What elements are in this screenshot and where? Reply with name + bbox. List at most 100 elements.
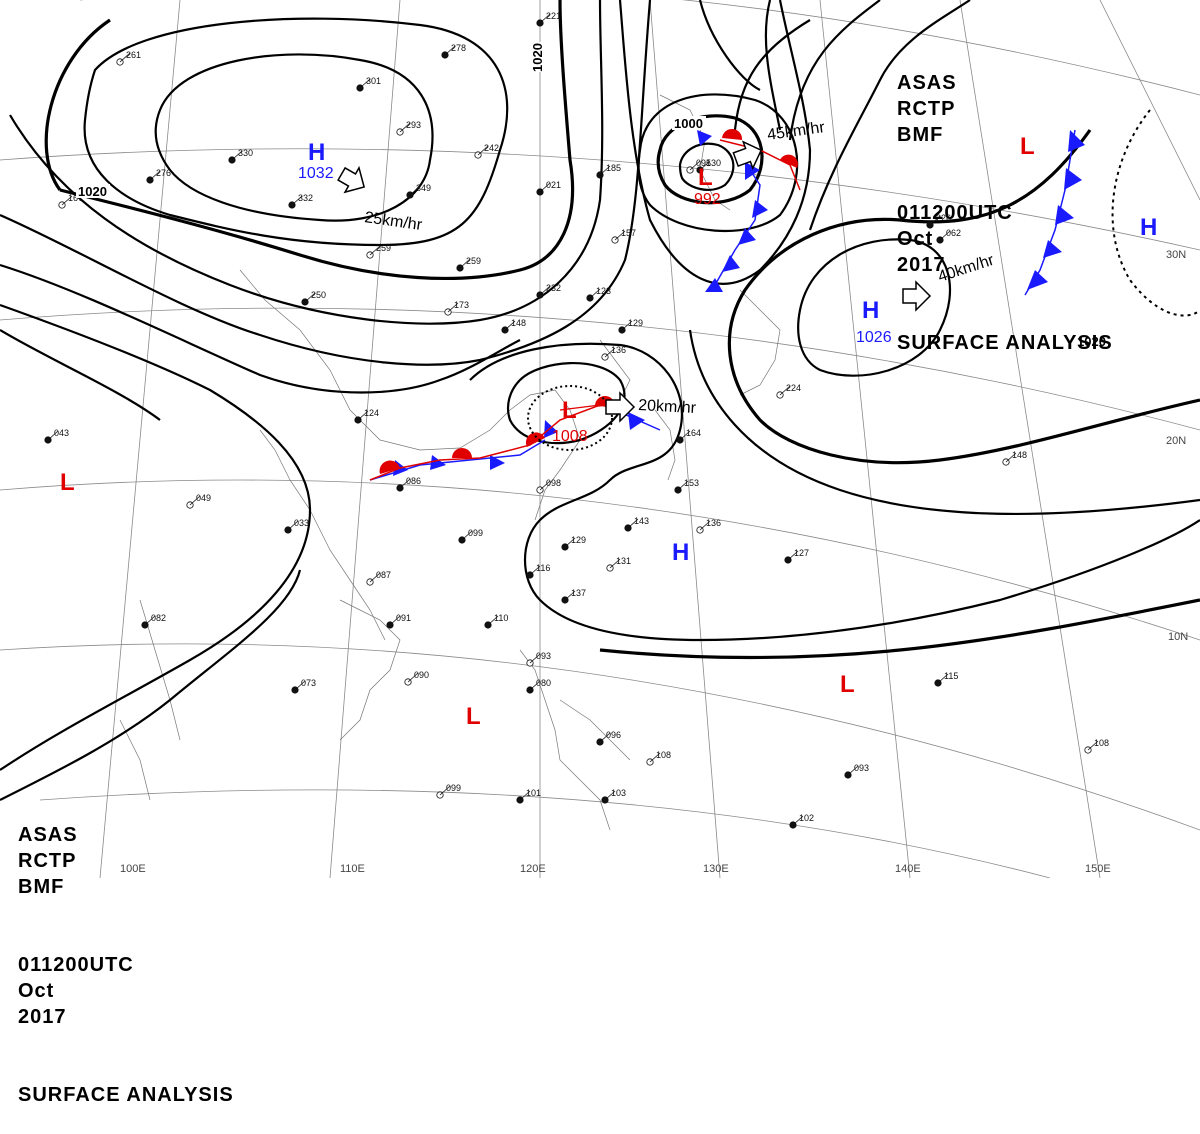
wind-barb <box>847 765 859 776</box>
station-pressure-label: 330 <box>238 148 253 158</box>
wind-barb <box>937 673 949 684</box>
wind-barb <box>929 215 941 226</box>
wind-barb <box>539 13 551 24</box>
lon-label: 110E <box>340 863 365 875</box>
low-center-value: 1008 <box>552 428 588 445</box>
wind-barb <box>409 185 421 196</box>
wind-barb <box>399 478 411 489</box>
wind-barb <box>399 122 411 133</box>
station-pressure-label: 259 <box>376 243 391 253</box>
cold-front-triangle <box>430 455 446 470</box>
isobar-label: 1020 <box>530 43 545 72</box>
wind-barb <box>461 530 473 541</box>
wind-barb <box>609 558 621 569</box>
wind-barb <box>564 590 576 601</box>
station-pressure-label: 082 <box>151 613 166 623</box>
station-pressure-label: 123 <box>596 286 611 296</box>
cold-front-triangle <box>1043 240 1062 258</box>
high-center: H <box>672 539 689 566</box>
station-pressure-label: 033 <box>294 518 309 528</box>
wind-barb <box>679 430 691 441</box>
isobar <box>0 303 312 771</box>
isobar <box>797 238 952 377</box>
cold-front-triangle <box>628 412 645 430</box>
isobar <box>0 0 652 366</box>
low-1008-ring <box>527 385 613 451</box>
motion-label: 45km/hr <box>766 119 826 144</box>
station-pressure-label: 093 <box>854 763 869 773</box>
station-pressure-label: 096 <box>606 730 621 740</box>
isobar <box>678 142 735 191</box>
station-pressure-label: 086 <box>406 476 421 486</box>
cold-front-triangle <box>490 455 505 470</box>
warm-front-semicircle <box>525 432 545 447</box>
wind-barb <box>699 160 711 171</box>
header-line-3: SURFACE ANALYSIS <box>18 1084 234 1106</box>
station-pressure-label: 095 <box>696 158 711 168</box>
isobar <box>688 329 1200 516</box>
cold-front-triangle <box>1027 270 1048 290</box>
low-center-value: 992 <box>694 191 721 208</box>
wind-barb <box>677 480 689 491</box>
station-pressure-label: 090 <box>414 670 429 680</box>
warm-front-line <box>719 139 801 191</box>
station-pressure-label: 332 <box>298 193 313 203</box>
wind-barb <box>149 170 161 181</box>
wind-barb <box>47 430 59 441</box>
isobar-label: 1000 <box>674 116 703 131</box>
station-pressure-label: 093 <box>536 651 551 661</box>
station-pressure-label: 349 <box>416 183 431 193</box>
motion-label: 20km/hr <box>638 397 697 417</box>
isobars <box>0 0 1200 801</box>
isobar <box>698 0 761 91</box>
isobar <box>808 0 971 231</box>
wind-barb <box>529 680 541 691</box>
isobar <box>618 0 812 285</box>
header-line-2: 011200UTC Oct 2017 <box>18 954 134 1028</box>
motion-arrows <box>337 140 932 423</box>
station-pressure-label: 080 <box>536 678 551 688</box>
graticule <box>0 0 1200 878</box>
isobar <box>1111 109 1200 317</box>
wind-barb <box>699 520 711 531</box>
station-pressure-label: 110 <box>494 613 508 623</box>
wind-barb <box>504 320 516 331</box>
station-pressure-label: 091 <box>396 613 411 623</box>
wind-barb <box>444 45 456 56</box>
cold-front-triangle <box>1055 205 1074 225</box>
cold-front-triangle <box>738 228 756 245</box>
station-pressure-label: 185 <box>606 163 621 173</box>
warm-front-line <box>559 404 601 411</box>
station-pressure-label: 129 <box>628 318 643 328</box>
lon-label: 140E <box>895 863 921 875</box>
wind-barb <box>604 790 616 801</box>
station-pressure-label: 148 <box>511 318 526 328</box>
isobar <box>9 0 604 325</box>
station-pressure-label: 136 <box>706 518 721 528</box>
pressure-centers: H 1032 H 1026 H H L 992 L 1008 L L L L <box>60 133 1157 730</box>
warm-front-semicircle <box>722 128 743 140</box>
low-center: L <box>1020 133 1035 160</box>
station-pressure-label: 102 <box>799 813 814 823</box>
lon-label: 130E <box>703 863 729 875</box>
warm-fronts <box>369 128 801 481</box>
wind-barb <box>304 292 316 303</box>
wind-barb <box>294 680 306 691</box>
station-pressure-label: 098 <box>546 478 561 488</box>
wind-barb <box>447 302 459 313</box>
cold-front-triangle <box>722 255 740 272</box>
wind-barb <box>119 52 131 63</box>
isobar <box>506 361 626 445</box>
station-pressure-label: 226 <box>936 213 951 223</box>
header-line-1: ASAS RCTP BMF <box>897 72 957 146</box>
lon-label: 150E <box>1085 863 1111 875</box>
high-center-value: 1032 <box>298 165 334 182</box>
warm-front-line <box>369 404 616 481</box>
wind-barb <box>939 230 951 241</box>
station-pressure-label: 136 <box>611 345 626 355</box>
wind-barb <box>599 732 611 743</box>
lat-label: 20N <box>1166 435 1186 447</box>
isobar <box>788 0 881 141</box>
